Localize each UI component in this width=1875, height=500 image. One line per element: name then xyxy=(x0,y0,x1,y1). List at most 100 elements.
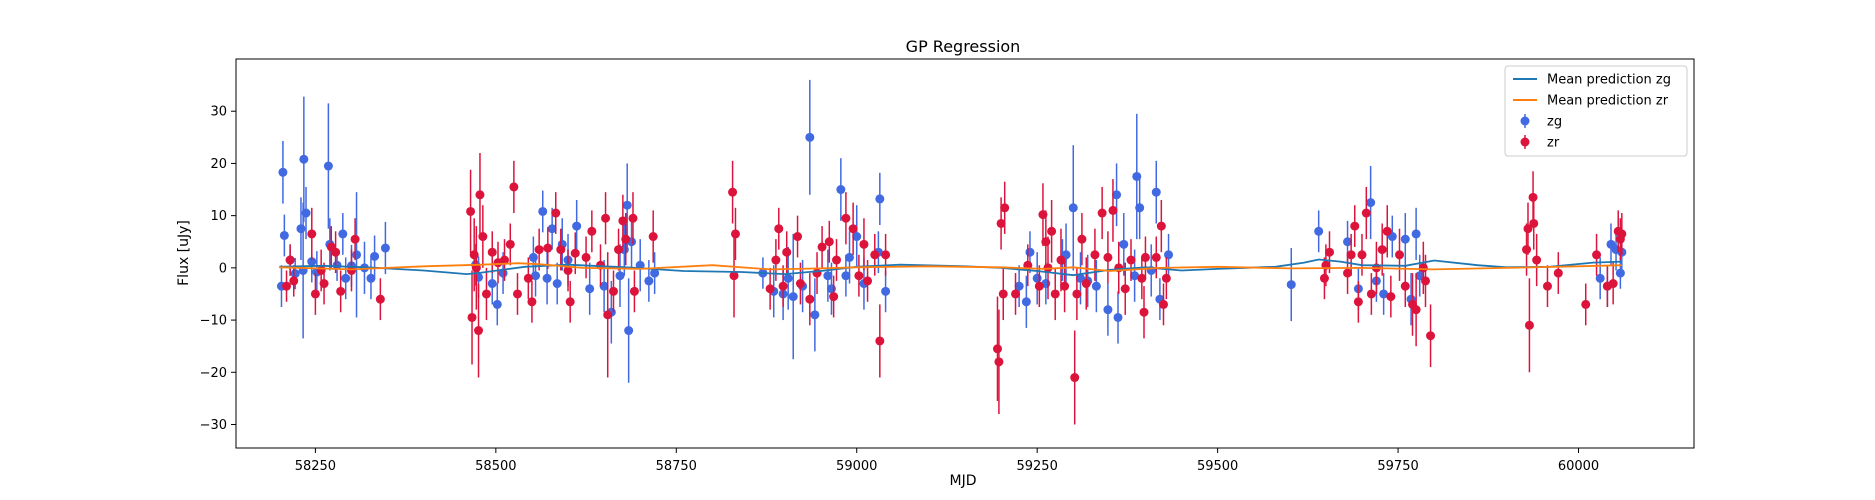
data-point xyxy=(466,206,476,216)
data-point xyxy=(527,297,537,307)
data-point xyxy=(1139,307,1149,317)
x-tick-label: 58750 xyxy=(656,459,697,474)
data-point xyxy=(1426,331,1436,341)
data-point xyxy=(523,273,533,283)
legend-label: zr xyxy=(1547,136,1560,151)
data-point xyxy=(279,230,289,240)
data-point xyxy=(585,284,595,294)
data-point xyxy=(581,252,591,262)
data-point xyxy=(1108,205,1118,215)
data-point xyxy=(1418,263,1428,273)
data-point xyxy=(1081,279,1091,289)
data-point xyxy=(543,243,553,253)
data-point xyxy=(1034,281,1044,291)
data-point xyxy=(310,289,320,299)
data-point xyxy=(841,271,851,281)
data-point xyxy=(765,284,775,294)
x-tick-label: 59500 xyxy=(1197,459,1238,474)
data-point xyxy=(1386,292,1396,302)
data-point xyxy=(1366,198,1376,208)
legend: Mean prediction zg Mean prediction zr zg zr xyxy=(1504,65,1688,157)
data-point xyxy=(534,245,544,255)
data-point xyxy=(1319,273,1329,283)
data-point xyxy=(774,224,784,234)
x-axis: 58250 58500 58750 59000 59250 59500 59750 60000 xyxy=(295,448,1599,474)
data-point xyxy=(621,234,631,244)
data-point xyxy=(307,257,317,267)
data-point xyxy=(565,297,575,307)
data-point xyxy=(644,276,654,286)
data-point xyxy=(332,260,342,270)
x-tick-label: 58250 xyxy=(295,459,336,474)
data-point xyxy=(1126,255,1136,265)
data-point xyxy=(1542,281,1552,291)
data-point xyxy=(552,279,562,289)
data-point xyxy=(1041,237,1051,247)
data-point xyxy=(478,232,488,242)
y-tick-label: 10 xyxy=(210,209,227,224)
data-point xyxy=(290,269,300,279)
data-point xyxy=(1103,305,1113,315)
plot-area xyxy=(276,79,1627,425)
data-point xyxy=(826,284,836,294)
legend-box xyxy=(1504,65,1688,157)
data-point xyxy=(587,226,597,236)
data-point xyxy=(810,310,820,320)
data-point xyxy=(782,247,792,257)
data-point xyxy=(1021,297,1031,307)
data-point xyxy=(996,218,1006,228)
data-point xyxy=(350,234,360,244)
data-point xyxy=(1608,279,1618,289)
data-point xyxy=(829,292,839,302)
data-point xyxy=(795,279,805,289)
data-point xyxy=(1411,305,1421,315)
plot-frame xyxy=(235,58,1695,449)
data-point xyxy=(1415,271,1425,281)
legend-label: zg xyxy=(1547,115,1562,130)
data-point xyxy=(1361,208,1371,218)
data-point xyxy=(728,187,738,197)
data-point xyxy=(352,250,362,260)
data-point xyxy=(346,265,356,275)
data-point xyxy=(572,221,582,231)
data-point xyxy=(1151,187,1161,197)
x-tick-label: 58500 xyxy=(475,459,516,474)
series-zr-points xyxy=(282,152,1627,425)
data-point xyxy=(1060,281,1070,291)
data-point xyxy=(998,289,1008,299)
series-line xyxy=(279,258,1622,277)
data-point xyxy=(570,248,580,258)
data-point xyxy=(278,167,288,177)
data-point xyxy=(1395,250,1405,260)
y-axis-label: Flux [uJy] xyxy=(176,220,192,286)
data-point xyxy=(1595,273,1605,283)
data-point xyxy=(475,190,485,200)
data-point xyxy=(805,132,815,142)
data-point xyxy=(1617,229,1627,239)
data-point xyxy=(1014,281,1024,291)
data-point xyxy=(648,232,658,242)
data-point xyxy=(848,224,858,234)
data-point xyxy=(481,289,491,299)
data-point xyxy=(875,194,885,204)
data-point xyxy=(338,229,348,239)
data-point xyxy=(854,271,864,281)
data-point xyxy=(1025,247,1035,257)
data-point xyxy=(783,273,793,283)
x-tick-label: 59000 xyxy=(836,459,877,474)
data-point xyxy=(1532,255,1542,265)
data-point xyxy=(1420,276,1430,286)
data-point xyxy=(1382,226,1392,236)
data-point xyxy=(1615,268,1625,278)
data-point xyxy=(1140,252,1150,262)
data-point xyxy=(603,310,613,320)
data-point xyxy=(601,213,611,223)
data-point xyxy=(805,294,815,304)
data-point xyxy=(542,273,552,283)
data-point xyxy=(1400,234,1410,244)
data-point xyxy=(1156,221,1166,231)
data-point xyxy=(1377,245,1387,255)
data-point xyxy=(599,281,609,291)
data-point xyxy=(469,250,479,260)
